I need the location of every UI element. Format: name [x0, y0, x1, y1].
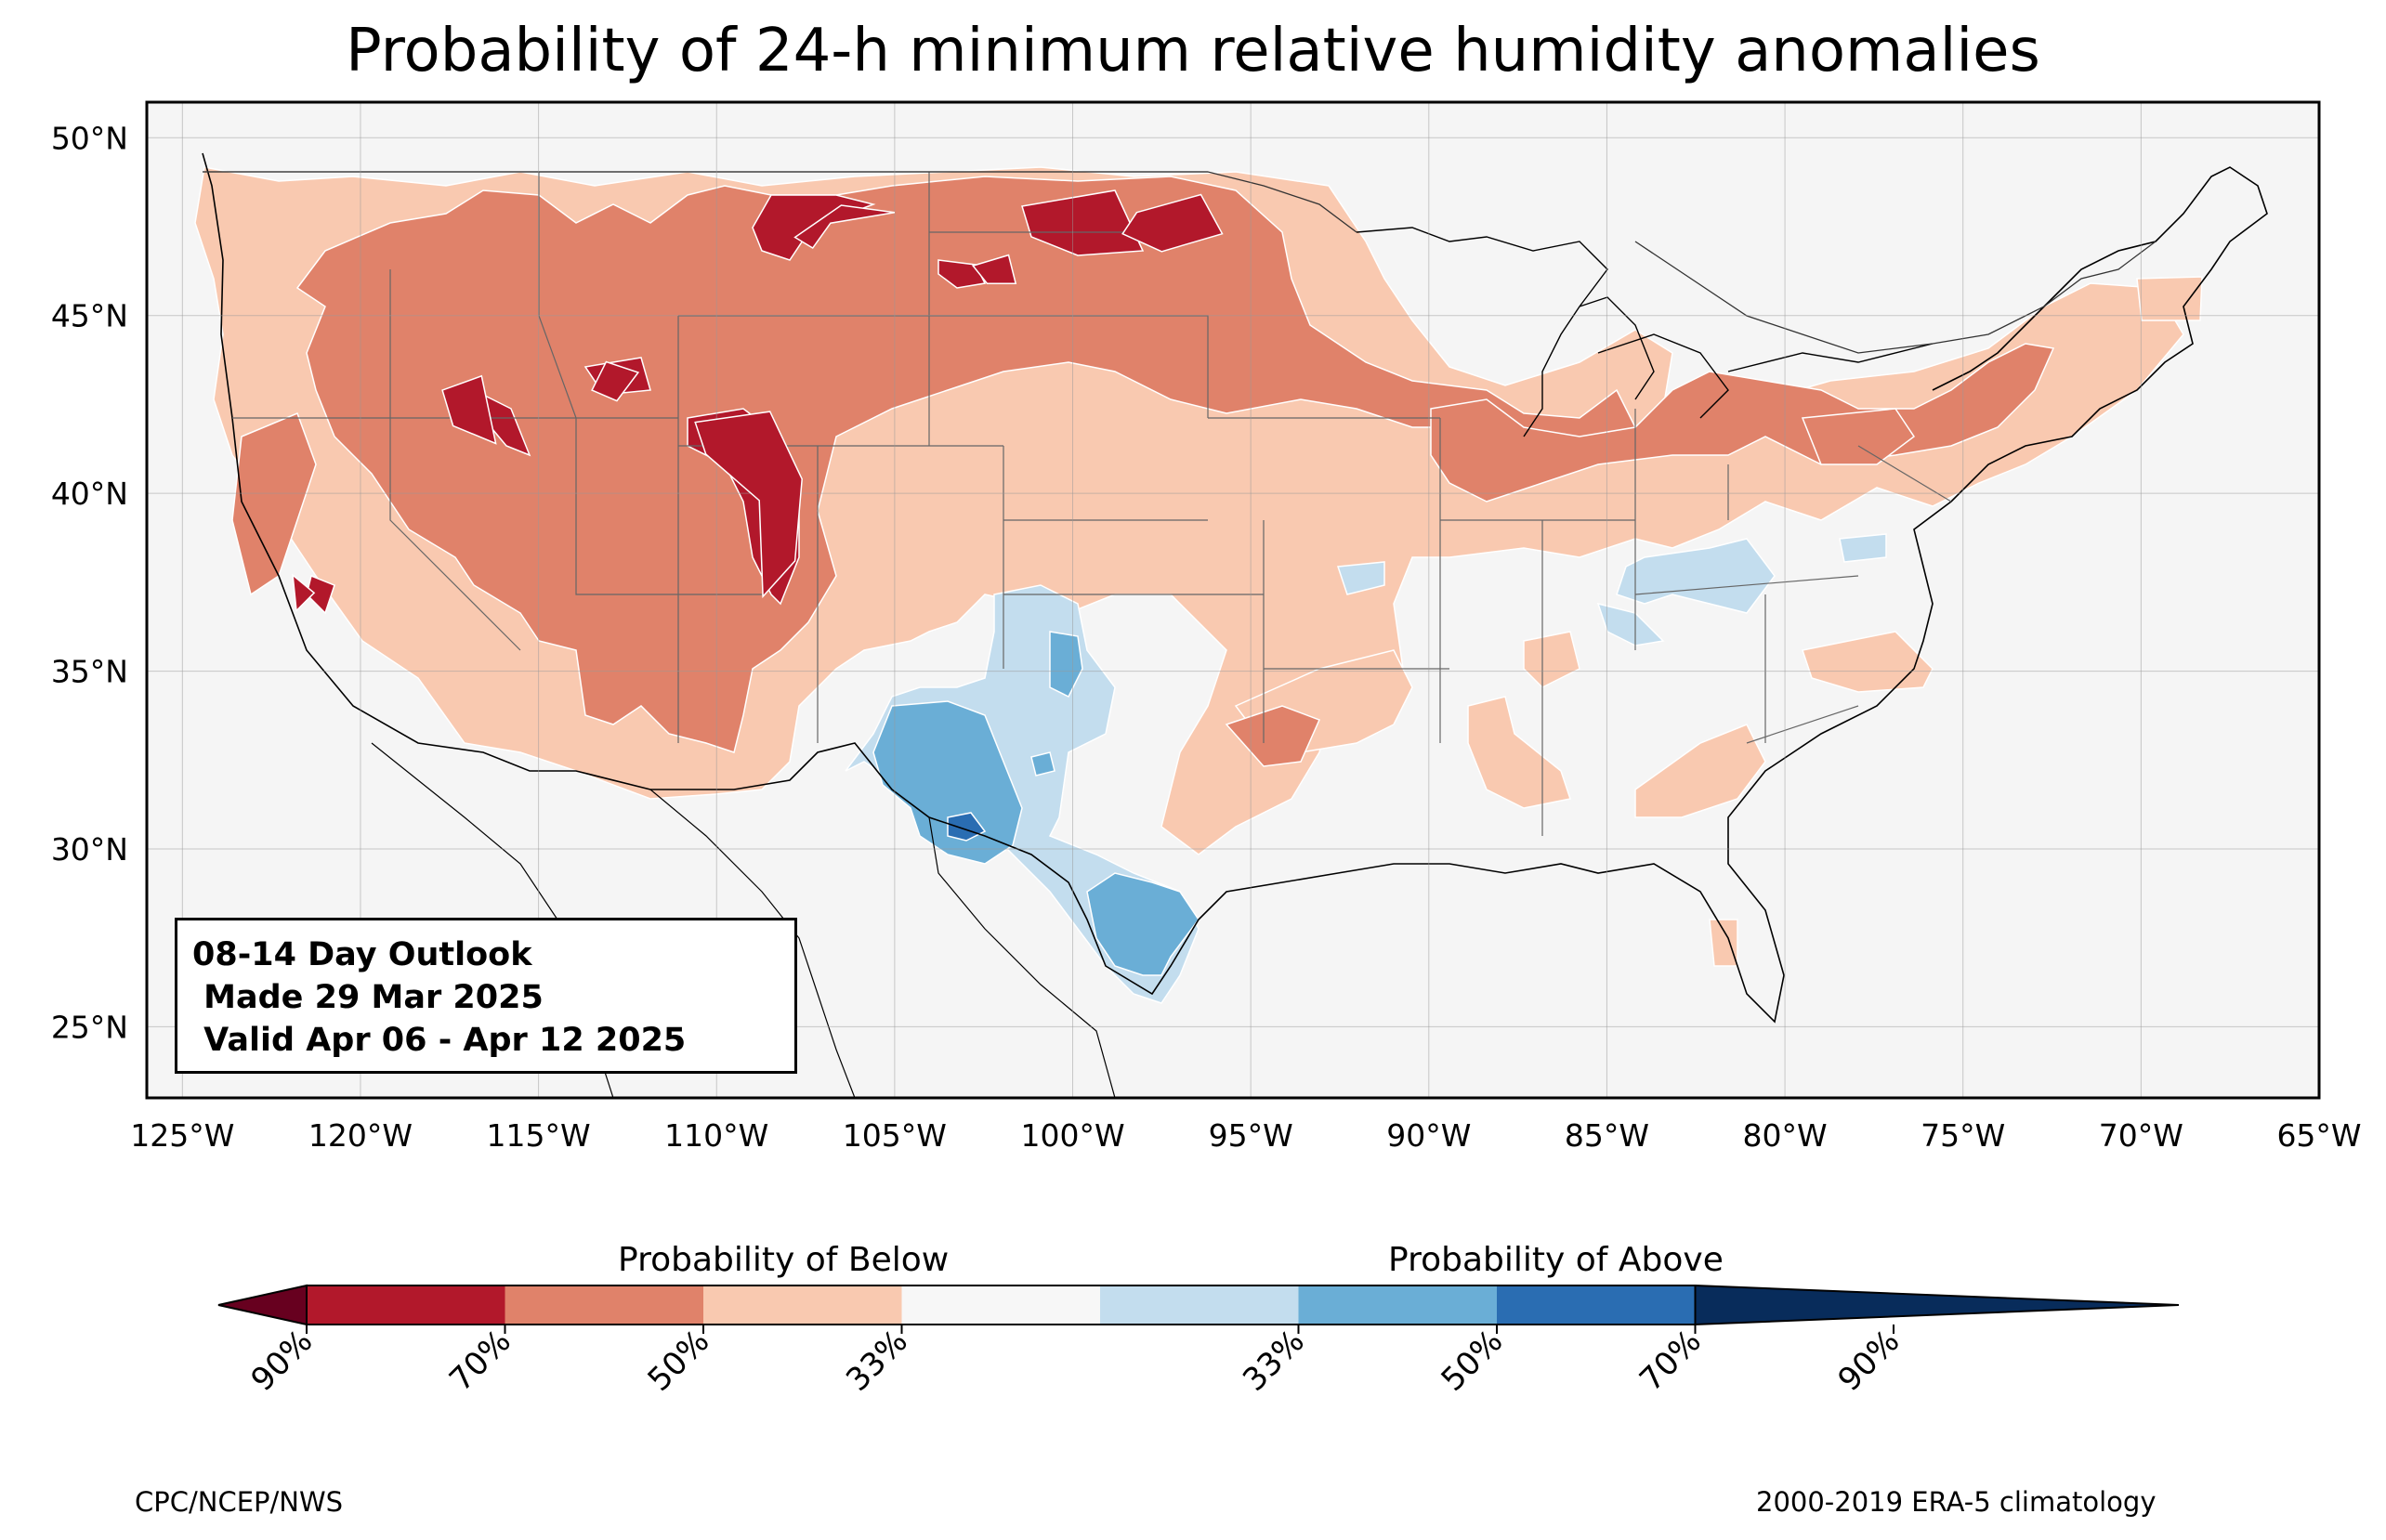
- lon-tick-label: 85°W: [1565, 1117, 1649, 1154]
- lon-tick-label: 115°W: [487, 1117, 591, 1154]
- colorbar-extend-high: [1694, 1284, 2180, 1326]
- colorbar-bin: [901, 1286, 1100, 1325]
- outlook-info-box: 08-14 Day Outlook Made 29 Mar 2025 Valid…: [175, 918, 797, 1074]
- below-33-region: [1634, 724, 1766, 818]
- lon-tick-label: 95°W: [1209, 1117, 1293, 1154]
- latitude-labels: 50°N 45°N 40°N 35°N 30°N 25°N: [51, 120, 128, 1045]
- colorbar-bin: [307, 1286, 505, 1325]
- lon-tick-label: 75°W: [1921, 1117, 2005, 1154]
- map-frame: [145, 100, 2321, 1100]
- above-33-region: [1336, 561, 1385, 595]
- map-layers: [147, 102, 2319, 1098]
- below-33-region: [2136, 276, 2203, 321]
- below-50-region: [1225, 705, 1321, 767]
- below-70-region: [591, 360, 640, 402]
- colorbar-tick-label: 90%: [1831, 1323, 1907, 1399]
- canada-border: [203, 171, 2157, 354]
- lat-tick-label: 25°N: [51, 1009, 128, 1045]
- outlook-valid-range: Valid Apr 06 - Apr 12 2025: [192, 1022, 687, 1059]
- below-70-region: [441, 374, 497, 445]
- below-33-region: [1802, 631, 1934, 693]
- below-70-region: [694, 411, 803, 599]
- credit-climatology: 2000-2019 ERA-5 climatology: [1756, 1486, 2157, 1518]
- us-outline: [202, 152, 2268, 1024]
- colorbar-tick-label: 50%: [1435, 1323, 1511, 1399]
- below-70-region: [292, 573, 316, 613]
- colorbar: [217, 1284, 2180, 1326]
- lon-tick-label: 70°W: [2099, 1117, 2183, 1154]
- colorbar-bin: [1298, 1286, 1497, 1325]
- colorbar-frame: [306, 1285, 1697, 1325]
- below-70-region: [971, 254, 1017, 285]
- map-title: Probability of 24-h minimum relative hum…: [346, 17, 2040, 85]
- lon-tick-label: 100°W: [1020, 1117, 1124, 1154]
- colorbar-extend-low: [217, 1284, 308, 1326]
- lat-tick-label: 50°N: [51, 120, 128, 156]
- above-33-region: [1616, 538, 1776, 614]
- below-70-region: [793, 204, 896, 249]
- colorbar-tick-label: 33%: [1236, 1323, 1312, 1399]
- colorbar-tick-label: 70%: [1632, 1323, 1709, 1399]
- lon-tick-label: 90°W: [1386, 1117, 1471, 1154]
- lon-tick-label: 110°W: [664, 1117, 768, 1154]
- lon-tick-label: 105°W: [843, 1117, 947, 1154]
- below-50-region: [1801, 408, 1916, 465]
- lon-tick-label: 125°W: [130, 1117, 234, 1154]
- colorbar-heading-above: Probability of Above: [1388, 1241, 1724, 1279]
- colorbar-bin: [505, 1286, 703, 1325]
- above-50-region: [1086, 872, 1200, 976]
- lon-tick-label: 65°W: [2276, 1117, 2361, 1154]
- below-50-region: [231, 412, 317, 596]
- lon-tick-label: 120°W: [308, 1117, 413, 1154]
- above-50-region: [872, 700, 1023, 865]
- above-33-region: [1596, 602, 1665, 646]
- credit-source: CPC/NCEP/NWS: [135, 1486, 344, 1518]
- lat-tick-label: 35°N: [51, 654, 128, 690]
- colorbar-bin: [1497, 1286, 1696, 1325]
- lon-tick-label: 80°W: [1743, 1117, 1828, 1154]
- colorbar-tick-label: 33%: [839, 1323, 915, 1399]
- colorbar-bin: [703, 1286, 902, 1325]
- below-33-region: [1709, 919, 1738, 967]
- colorbar-tick-labels: 90% 70% 50% 33% 33% 50% 70% 90%: [244, 1323, 1907, 1399]
- below-33-region: [1523, 631, 1580, 688]
- colorbar-tick-label: 70%: [442, 1323, 518, 1399]
- colorbar-tick-label: 90%: [244, 1323, 321, 1399]
- outlook-period: 08-14 Day Outlook: [192, 936, 532, 973]
- lat-tick-label: 45°N: [51, 298, 128, 334]
- below-50-region: [1430, 343, 2055, 502]
- longitude-labels: 125°W 120°W 115°W 110°W 105°W 100°W 95°W 90°W 85…: [130, 1117, 2361, 1154]
- colorbar-heading-below: Probability of Below: [618, 1241, 950, 1279]
- colorbar-bin: [1100, 1286, 1299, 1325]
- above-50-region: [1030, 751, 1055, 777]
- lat-tick-label: 40°N: [51, 476, 128, 512]
- below-50-region: [295, 176, 1636, 753]
- lat-tick-label: 30°N: [51, 831, 128, 868]
- below-33-region: [1467, 696, 1571, 809]
- outlook-made-date: Made 29 Mar 2025: [192, 979, 544, 1016]
- great-lakes: [1356, 227, 1934, 437]
- colorbar-tick-label: 50%: [641, 1323, 717, 1399]
- above-33-region: [1839, 533, 1887, 563]
- below-70-region: [1121, 193, 1224, 253]
